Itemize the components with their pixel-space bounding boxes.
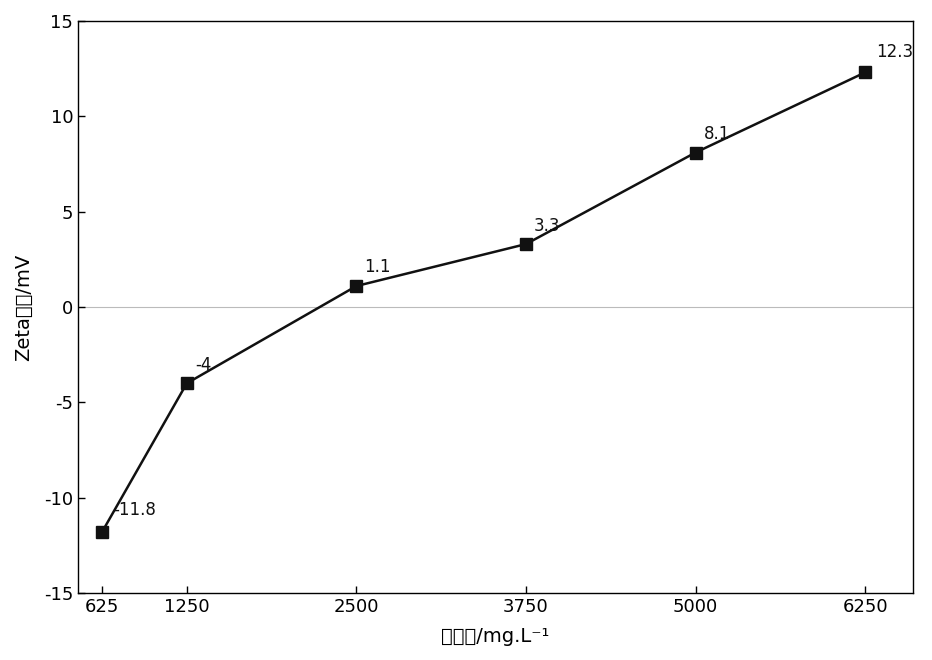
Y-axis label: Zeta电位/mV: Zeta电位/mV xyxy=(14,253,33,360)
Text: -4: -4 xyxy=(195,356,212,374)
Text: 1.1: 1.1 xyxy=(364,259,391,277)
Text: 8.1: 8.1 xyxy=(704,125,730,143)
Text: -11.8: -11.8 xyxy=(113,501,156,519)
Text: 3.3: 3.3 xyxy=(534,216,561,234)
Text: 12.3: 12.3 xyxy=(876,43,913,61)
X-axis label: 投加量/mg.L⁻¹: 投加量/mg.L⁻¹ xyxy=(441,627,550,646)
